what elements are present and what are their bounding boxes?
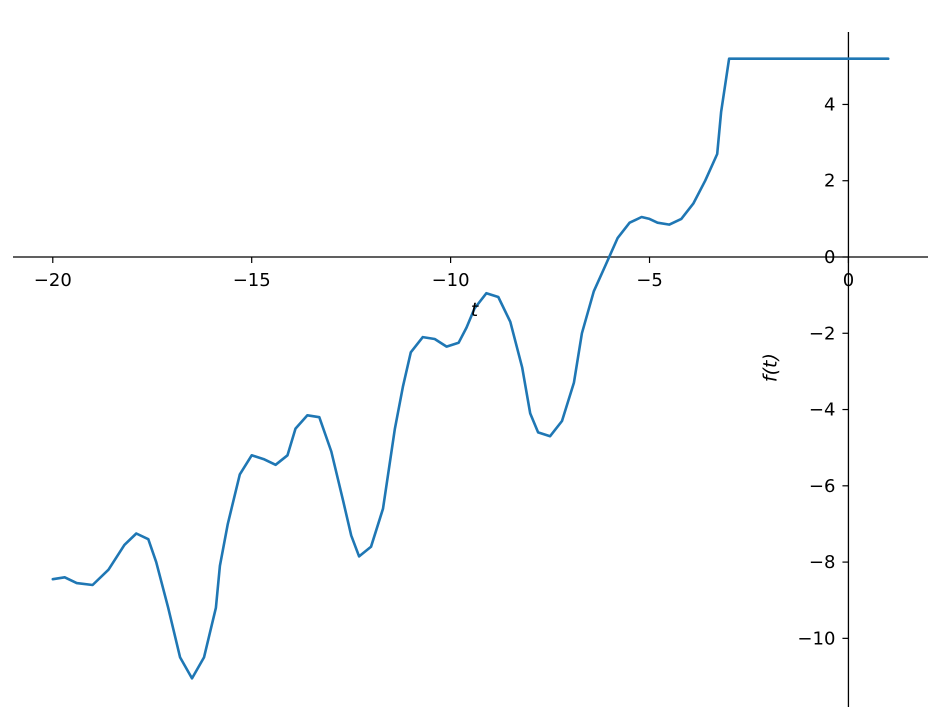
- y-tick-label: 0: [824, 247, 835, 268]
- x-tick-label: −15: [233, 270, 271, 291]
- axes: [13, 32, 928, 707]
- y-tick-label: −4: [809, 400, 836, 421]
- y-axis-label: f(t): [759, 353, 781, 382]
- y-tick-label: −6: [809, 476, 836, 497]
- x-axis-label: t: [471, 299, 480, 321]
- series-line: [51, 57, 890, 680]
- y-tick-label: −10: [797, 628, 835, 649]
- x-tick-label: 0: [843, 270, 854, 291]
- y-tick-label: 4: [824, 94, 835, 115]
- x-tick-label: −10: [432, 270, 470, 291]
- y-tick-label: −8: [809, 552, 836, 573]
- x-tick-label: −20: [34, 270, 72, 291]
- y-tick-label: 2: [824, 171, 835, 192]
- y-ticks: −10 −8 −6 −4 −2 0 2 4: [797, 94, 849, 649]
- series-layer: [51, 57, 890, 680]
- x-tick-label: −5: [636, 270, 663, 291]
- x-ticks: −20 −15 −10 −5 0: [34, 257, 854, 291]
- y-tick-label: −2: [809, 323, 836, 344]
